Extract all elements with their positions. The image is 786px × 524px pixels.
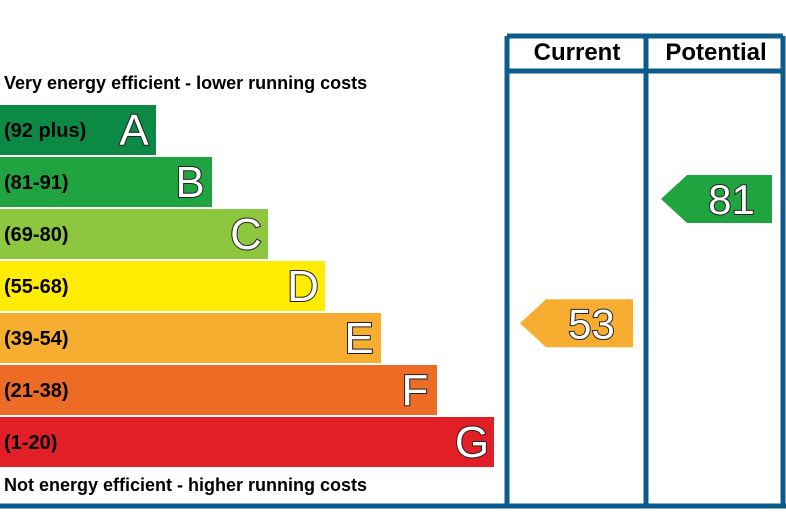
band-letter: G xyxy=(455,418,489,467)
band-range-label: (55-68) xyxy=(4,276,68,298)
current-rating-arrow: 53 xyxy=(520,299,633,348)
band-letter: B xyxy=(175,158,204,207)
band-range-label: (69-80) xyxy=(4,224,68,246)
band-range-label: (39-54) xyxy=(4,328,68,350)
band-d: (55-68) D xyxy=(0,261,325,312)
band-bar-b xyxy=(0,157,212,207)
band-bar-a xyxy=(0,105,156,155)
potential-arrow-shape xyxy=(661,175,772,223)
rating-arrows: 53 81 xyxy=(520,175,772,348)
band-bar-e xyxy=(0,313,381,363)
band-b: (81-91) B xyxy=(0,157,212,208)
potential-rating-value: 81 xyxy=(708,176,755,223)
band-a: (92 plus) A xyxy=(0,105,156,156)
band-c: (69-80) C xyxy=(0,209,268,260)
band-range-label: (81-91) xyxy=(4,172,68,194)
bottom-caption: Not energy efficient - higher running co… xyxy=(4,475,367,495)
band-letter: C xyxy=(230,210,262,259)
potential-column-header: Potential xyxy=(665,39,766,66)
band-range-label: (21-38) xyxy=(4,380,68,402)
band-letter: F xyxy=(402,366,429,415)
band-bar-d xyxy=(0,261,325,311)
band-letter: D xyxy=(287,262,319,311)
band-bar-f xyxy=(0,365,437,415)
current-rating-value: 53 xyxy=(568,300,615,347)
band-bar-c xyxy=(0,209,268,259)
current-arrow-shape xyxy=(520,299,633,348)
band-e: (39-54) E xyxy=(0,313,381,364)
band-letter: E xyxy=(344,314,373,363)
band-range-label: (92 plus) xyxy=(4,120,86,142)
columns-frame xyxy=(0,33,786,509)
current-column-header: Current xyxy=(534,39,621,66)
top-caption: Very energy efficient - lower running co… xyxy=(4,73,367,93)
band-f: (21-38) F xyxy=(0,365,437,416)
band-bar-g xyxy=(0,417,494,467)
band-letter: A xyxy=(119,106,149,155)
rating-bands: (92 plus) A(81-91) B(69-80) C(55-68) D(39-54… xyxy=(0,105,494,468)
band-g: (1-20) G xyxy=(0,417,494,468)
band-range-label: (1-20) xyxy=(4,432,57,454)
potential-rating-arrow: 81 xyxy=(661,175,772,224)
